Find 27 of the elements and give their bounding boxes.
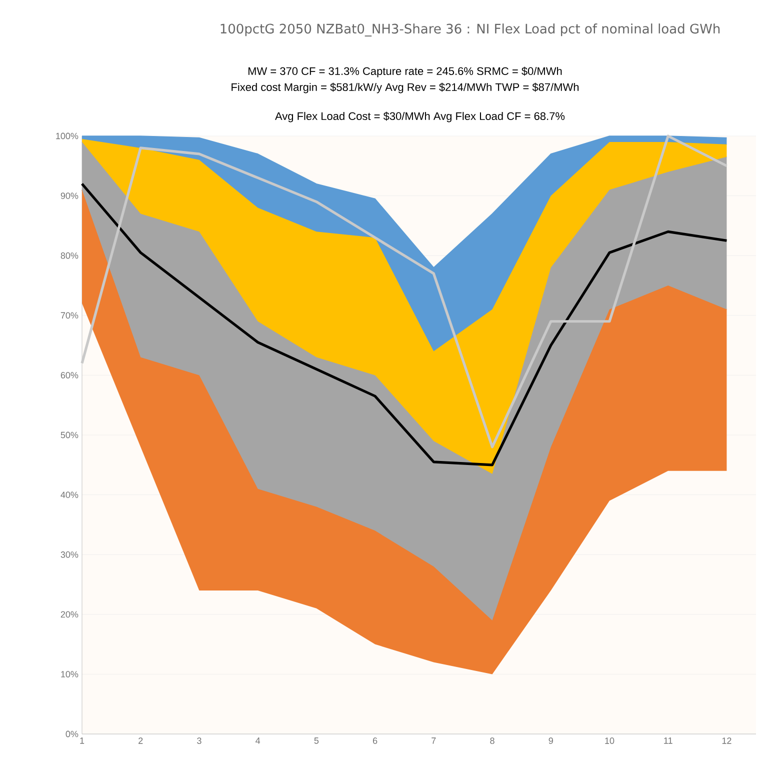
y-tick-label: 0% — [66, 730, 78, 738]
x-tick-label: 8 — [490, 738, 494, 744]
x-tick-label: 6 — [373, 738, 378, 744]
x-tick-label: 10 — [605, 738, 614, 744]
y-tick-label: 40% — [60, 492, 78, 498]
x-tick-label: 4 — [256, 738, 260, 744]
y-tick-label: 50% — [60, 432, 78, 438]
x-tick-label: 9 — [548, 738, 553, 744]
x-tick-label: 12 — [722, 738, 732, 744]
x-tick-label: 11 — [664, 738, 672, 744]
x-tick-label: 1 — [80, 738, 84, 744]
y-tick-label: 30% — [60, 551, 78, 558]
chart-title: 100pctG 2050 NZBat0_NH3-Share 36 : NI Flex Load pct of nominal load GWh — [220, 24, 720, 36]
y-tick-label: 10% — [61, 671, 78, 678]
y-tick-label: 80% — [60, 252, 78, 259]
y-tick-label: 20% — [60, 611, 78, 618]
x-tick-label: 7 — [432, 738, 436, 744]
y-tick-label: 90% — [60, 192, 78, 199]
y-tick-label: 100% — [56, 132, 78, 140]
y-tick-label: 60% — [60, 372, 78, 378]
x-tick-label: 3 — [197, 738, 202, 744]
x-tick-label: 2 — [138, 738, 143, 744]
text: Avg Flex Load Cost = $30/MWh Avg Flex Load CF = 68.7% — [275, 112, 565, 122]
x-tick-label: 5 — [314, 738, 319, 744]
y-tick-label: 70% — [60, 312, 78, 319]
text: Fixed cost Margin = $581/kW/y Avg Rev = $214/MWh TWP = $87/MWh — [232, 82, 579, 94]
chart-subtitle: MW = 370 CF = 31.3% Capture rate = 245.6% SRMC = $0/MWh — [248, 66, 562, 78]
